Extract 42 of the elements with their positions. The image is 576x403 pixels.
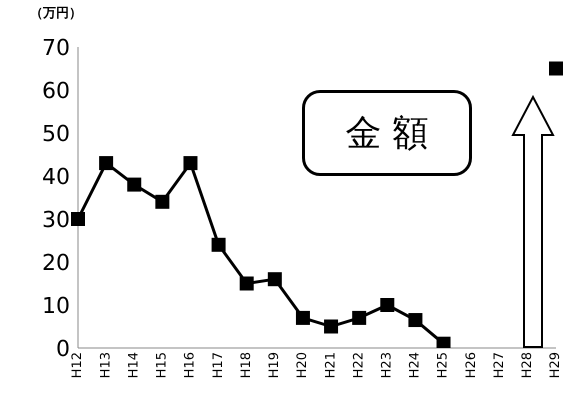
point — [99, 156, 114, 170]
x-tick-label: H23 — [380, 352, 395, 378]
point — [268, 272, 282, 286]
x-tick-label: H16 — [182, 352, 198, 378]
y-tick-label: 0 — [56, 336, 70, 362]
point — [296, 310, 310, 325]
x-tick-label: H24 — [408, 352, 423, 378]
x-tick-label: H27 — [492, 352, 507, 378]
x-tick-label: H12 — [70, 352, 86, 378]
point — [408, 313, 422, 328]
point — [183, 156, 198, 170]
point — [212, 238, 226, 252]
y-tick-label: 70 — [42, 36, 70, 61]
x-tick-label: H18 — [238, 352, 254, 378]
x-tick-label: H21 — [323, 352, 338, 378]
x-tick-label: H29 — [548, 352, 564, 378]
point — [549, 62, 563, 76]
point — [352, 310, 366, 325]
x-tick-label: H14 — [126, 352, 142, 378]
x-tick-label: H13 — [98, 352, 114, 378]
y-tick-label: 20 — [42, 250, 70, 276]
y-tick-label: 50 — [42, 122, 70, 147]
annotation: 金 額 — [302, 90, 472, 176]
point — [240, 276, 254, 290]
x-tick-label: H28 — [520, 352, 536, 378]
y-axis-title: （万円） — [30, 5, 82, 22]
y-tick-label: 40 — [42, 164, 70, 190]
y-tick-label: 60 — [42, 78, 70, 104]
point — [380, 298, 394, 312]
x-tick-label: H15 — [154, 352, 170, 378]
x-tick-label: H19 — [267, 352, 282, 378]
x-tick-label: H26 — [464, 352, 479, 378]
y-tick-label: 30 — [42, 208, 70, 233]
point — [155, 194, 170, 209]
x-tick-label: H20 — [295, 352, 310, 378]
point — [127, 178, 142, 192]
x-tick-label: H17 — [210, 352, 226, 378]
x-tick-label: H25 — [436, 352, 451, 378]
y-tick-label: 10 — [42, 294, 70, 319]
point — [71, 212, 85, 226]
x-tick-label: H22 — [351, 352, 366, 378]
point — [324, 320, 338, 334]
